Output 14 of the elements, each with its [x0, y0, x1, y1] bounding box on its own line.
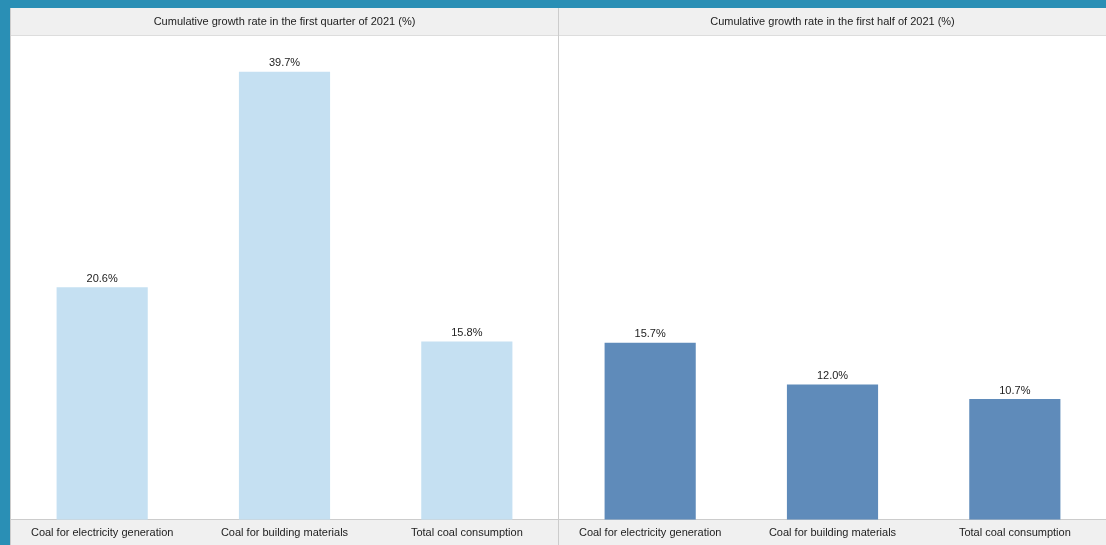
chart-title: Cumulative growth rate in the first half of 2021 (%) [559, 8, 1106, 36]
x-tick-label: Total coal consumption [410, 526, 523, 539]
data-label: 20.6% [86, 271, 118, 284]
x-tick-label: Coal for building materials [768, 526, 897, 539]
data-label: 12.0% [816, 368, 849, 381]
x-tick-label: Total coal consumption [958, 526, 1071, 539]
data-label: 15.8% [451, 326, 483, 339]
chart-title: Cumulative growth rate in the first quarter of 2021 (%) [11, 8, 558, 36]
x-tick-label: Coal for electricity generation [30, 526, 174, 539]
x-tick-label: Coal for building materials [220, 526, 349, 539]
data-label: 39.7% [268, 56, 301, 69]
data-label: 10.7% [999, 383, 1031, 396]
x-tick-label: Coal for electricity generation [578, 526, 722, 539]
data-label: 15.7% [634, 327, 666, 340]
